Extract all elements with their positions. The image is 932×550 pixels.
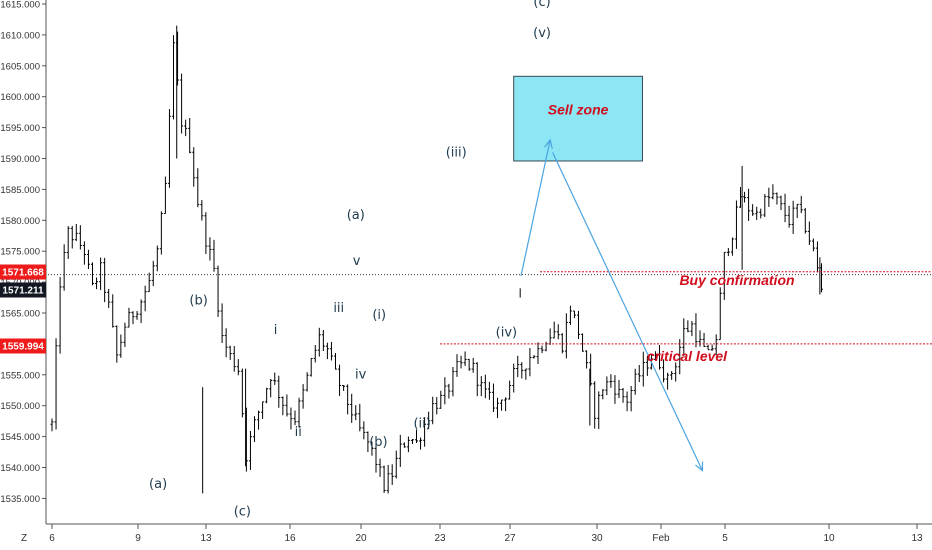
price-tick-label: 1575.000: [0, 247, 40, 258]
critical-level-label: critical level: [647, 348, 728, 364]
price-tags-layer: 1571.668 1571.211 1559.994: [0, 264, 46, 354]
projection-layer: [520, 138, 704, 472]
price-tag-label: 1571.668: [2, 268, 44, 279]
levels-layer: [48, 271, 932, 345]
sell-zone-label: Sell zone: [548, 101, 609, 117]
projection-down-line: [552, 152, 703, 471]
time-tick-label: 23: [434, 533, 446, 544]
wave-label: (b): [369, 435, 387, 450]
sell-zone-box: [513, 75, 643, 162]
projection-down-arrowhead: [695, 461, 704, 472]
time-tick-label: Feb: [652, 533, 670, 544]
wave-label: (a): [149, 477, 167, 492]
price-tag-label: 1559.994: [2, 342, 44, 353]
wave-label: (v): [533, 26, 551, 41]
time-tick-label: 10: [823, 533, 835, 544]
wave-label: (c): [234, 505, 251, 520]
price-tick-label: 1590.000: [0, 154, 40, 165]
price-tick-label: 1595.000: [0, 123, 40, 134]
price-tick-label: 1540.000: [0, 463, 40, 474]
time-tick-label: 30: [591, 533, 603, 544]
sell-zone-layer: Sell zone: [513, 75, 643, 162]
time-tick-label: 20: [355, 533, 367, 544]
time-tick-label: 9: [135, 533, 141, 544]
wave-label: i: [274, 323, 278, 338]
buy-confirmation-label: Buy confirmation: [679, 272, 794, 288]
candles-layer: [50, 25, 823, 494]
wave-label: v: [353, 254, 361, 269]
time-axis-background: [0, 524, 932, 550]
price-axis[interactable]: 1615.000 1610.000 1605.000 1600.000 1595.000…: [0, 0, 47, 524]
price-axis-background: [0, 0, 46, 524]
wave-label: (ii): [413, 416, 430, 431]
time-tick-label: 6: [49, 533, 55, 544]
wave-label: iv: [355, 368, 367, 383]
price-tick-label: 1615.000: [0, 0, 40, 11]
price-tick-label: 1585.000: [0, 185, 40, 196]
price-tick-label: 1550.000: [0, 401, 40, 412]
wave-label: iii: [333, 301, 344, 316]
axis-corner-label: Z: [21, 533, 27, 544]
wave-label: (iv): [496, 325, 517, 340]
price-tick-label: 1565.000: [0, 309, 40, 320]
wave-label: (i): [372, 308, 386, 323]
wave-labels-layer: (c) (v) (iii) (a) v (b) iii (i) i (iv) iv (ii) ii (b)…: [149, 0, 551, 520]
wave-label: (b): [189, 293, 207, 308]
price-tick-label: 1600.000: [0, 92, 40, 103]
price-tag-box: [0, 338, 46, 354]
time-tick-label: 5: [722, 533, 728, 544]
price-tick-label: 1580.000: [0, 216, 40, 227]
time-tick-label: 27: [504, 533, 516, 544]
wave-label: ii: [295, 425, 302, 440]
time-tick-label: 13: [200, 533, 212, 544]
projection-up-line: [520, 139, 551, 277]
price-tick-label: 1555.000: [0, 370, 40, 381]
wave-label: (iii): [446, 146, 467, 161]
price-tag-box: [0, 282, 46, 298]
time-axis[interactable]: 6 9 13 16 20 23 27 30 Feb 5 10 13 Z: [0, 523, 932, 550]
price-tag-box: [0, 264, 46, 280]
price-tick-label: 1610.000: [0, 30, 40, 41]
notes-layer: Buy confirmation critical level: [647, 272, 795, 364]
time-tick-label: 13: [911, 533, 923, 544]
price-tag-label: 1571.211: [2, 286, 44, 297]
price-tick-label: 1535.000: [0, 494, 40, 505]
time-tick-label: 16: [284, 533, 296, 544]
wave-label: (a): [347, 208, 365, 223]
wave-label: (c): [533, 0, 550, 10]
price-tick-label: 1545.000: [0, 432, 40, 443]
projection-up-arrowhead: [544, 138, 553, 149]
price-tick-label: 1605.000: [0, 61, 40, 72]
